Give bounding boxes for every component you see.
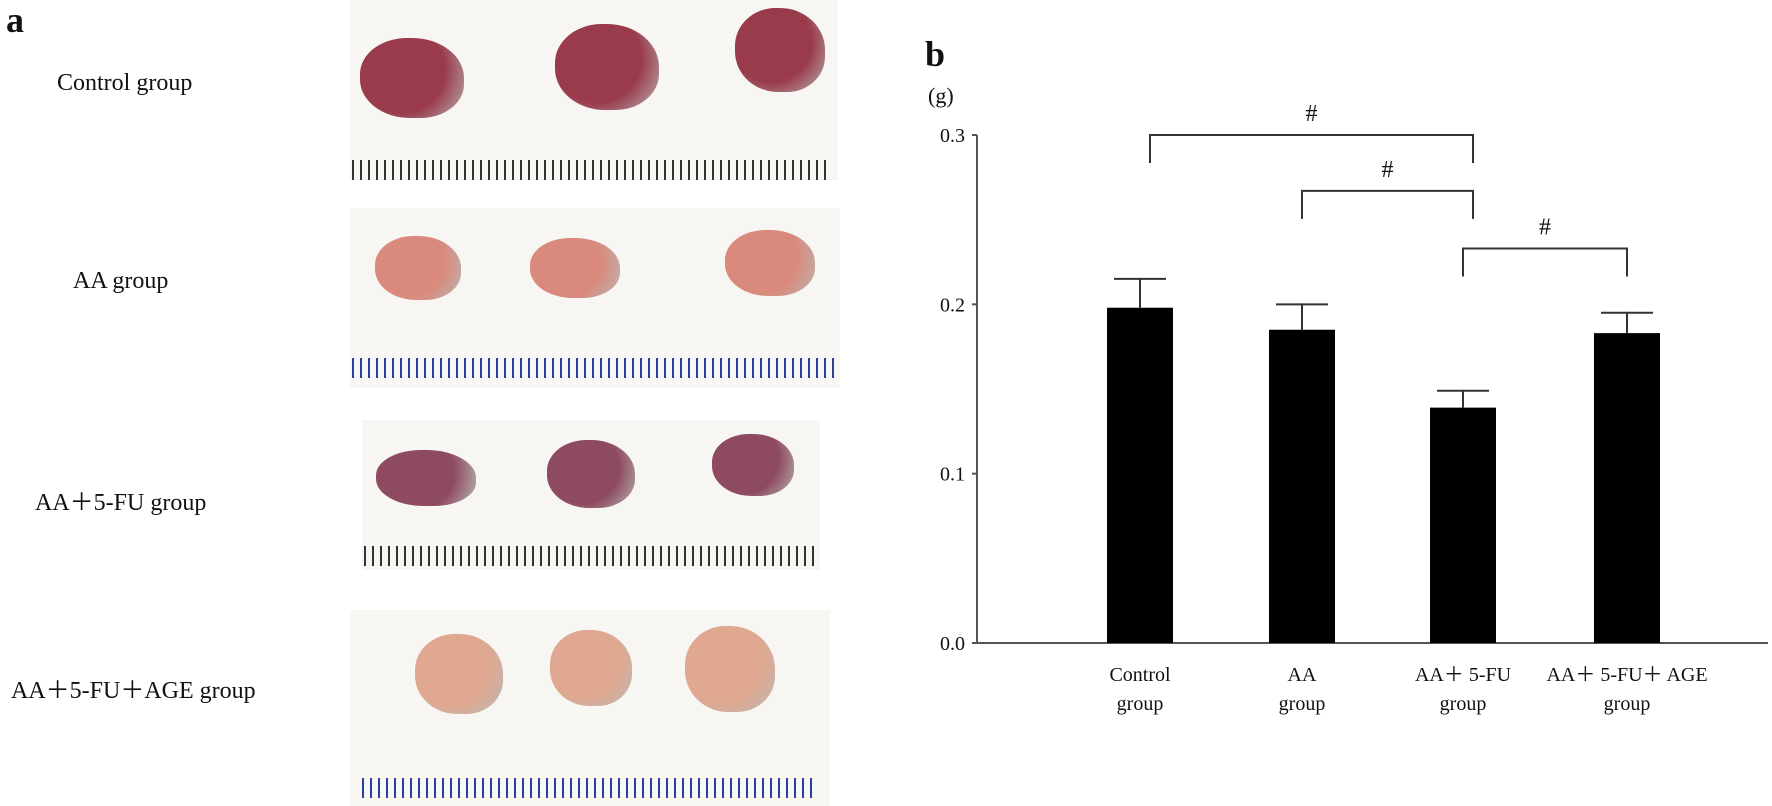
significance-bracket: [1301, 189, 1474, 219]
x-tick-label-line2: group: [1604, 693, 1651, 715]
x-tick-label-line1: AA＋ 5-FU＋ AGE: [1546, 664, 1707, 686]
y-tick-label: 0.0: [940, 633, 965, 655]
y-tick-label: 0.1: [940, 464, 965, 486]
tissue-specimen: [725, 230, 815, 296]
tissue-specimen: [547, 440, 635, 508]
tissue-specimen: [376, 450, 476, 506]
group-label-aa-5fu-age: AA＋5-FU＋AGE group: [11, 678, 256, 704]
ruler: [364, 546, 816, 566]
tissue-photo-aa-5fu: [362, 420, 820, 570]
bar: [1594, 333, 1660, 643]
tissue-specimen: [735, 8, 825, 92]
ruler: [362, 778, 812, 798]
significance-marker: #: [1382, 157, 1394, 183]
significance-marker: #: [1539, 214, 1551, 240]
y-tick-label: 0.3: [940, 125, 965, 147]
tissue-photo-aa: [350, 208, 840, 388]
tissue-specimen: [360, 38, 464, 118]
tissue-specimen: [712, 434, 794, 496]
x-tick-label-line2: group: [1117, 693, 1164, 715]
significance-bracket: [1149, 134, 1474, 163]
y-axis-unit-label: (g): [928, 83, 954, 108]
tissue-photo-aa-5fu-age: [350, 610, 830, 806]
x-tick-label-line2: group: [1440, 693, 1487, 715]
tissue-specimen: [415, 634, 503, 714]
x-tick-label-line1: Control: [1109, 664, 1171, 686]
group-label-aa: AA group: [73, 268, 169, 294]
tissue-photo-control: [350, 0, 838, 180]
ruler: [352, 358, 836, 378]
tissue-specimen: [375, 236, 461, 300]
y-tick-label: 0.2: [940, 294, 965, 316]
tissue-specimen: [685, 626, 775, 712]
panel-a-letter: a: [6, 0, 24, 40]
bar: [1107, 307, 1173, 643]
significance-marker: #: [1306, 101, 1318, 127]
ruler: [352, 160, 832, 180]
panel-b-letter: b: [925, 34, 946, 74]
x-tick-label-line1: AA＋ 5-FU: [1415, 664, 1512, 686]
tissue-specimen: [555, 24, 659, 110]
bar: [1430, 407, 1496, 643]
bar: [1269, 329, 1335, 643]
x-tick-label-line2: group: [1279, 693, 1326, 715]
group-label-aa-5fu: AA＋5-FU group: [35, 490, 207, 516]
tissue-specimen: [530, 238, 620, 298]
significance-bracket: [1462, 247, 1628, 277]
group-label-control: Control group: [57, 70, 193, 96]
x-tick-label-line1: AA: [1288, 664, 1317, 686]
tissue-specimen: [550, 630, 632, 706]
